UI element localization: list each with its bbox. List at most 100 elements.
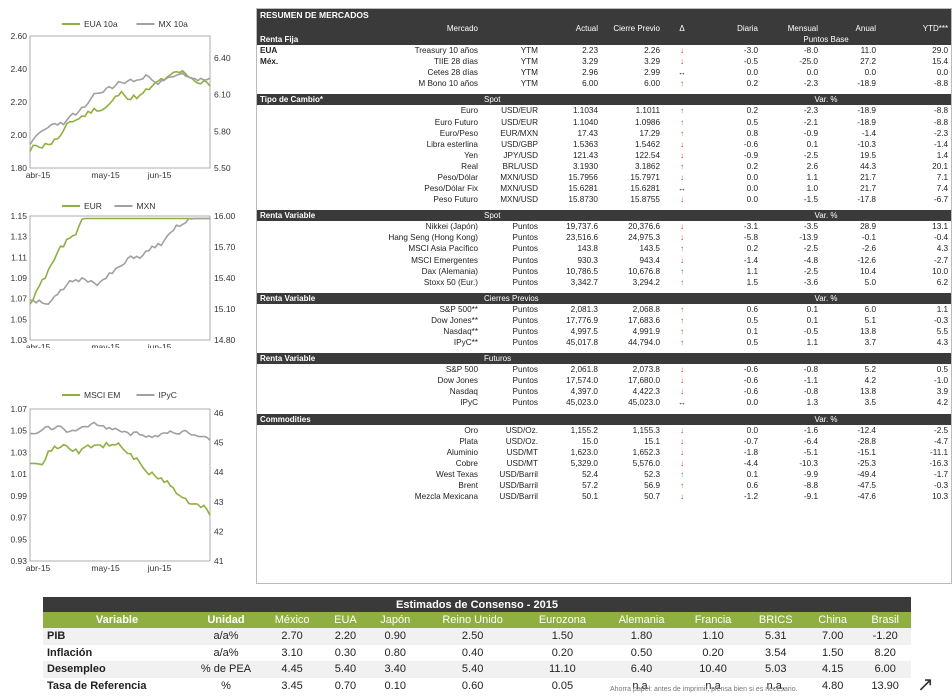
row-daily: -0.7 <box>743 436 758 446</box>
row-actual: 930.3 <box>577 255 599 265</box>
row-monthly: 1.3 <box>806 398 818 408</box>
row-daily: 0.6 <box>746 304 758 314</box>
row-previous: 1.0986 <box>634 117 660 127</box>
row-name: Libra esterlina <box>426 139 478 149</box>
row-monthly: -0.5 <box>803 327 818 337</box>
row-prefix: EUA <box>260 46 278 56</box>
row-prefix <box>257 255 311 266</box>
section-header: Commodities Var. % <box>257 413 952 425</box>
row-prefix <box>257 172 311 183</box>
series-line <box>29 217 210 306</box>
arrow-down-icon: ↓ <box>680 365 684 375</box>
market-row: S&P 500** Puntos 2,081.3 2,068.8 ↑ 0.6 0.1 6.0 1… <box>257 304 951 315</box>
y-tick-left: 1.05 <box>10 314 27 324</box>
consensus-variable: Tasa de Referencia <box>47 679 147 692</box>
row-actual: 17.43 <box>577 128 599 138</box>
row-daily: 0.5 <box>746 338 758 348</box>
col-mercado: Mercado <box>311 22 481 34</box>
consensus-value: 0.90 <box>367 628 423 645</box>
row-monthly: -2.5 <box>803 266 818 276</box>
row-prefix <box>257 397 311 408</box>
row-monthly: 0.1 <box>806 304 818 314</box>
row-daily: 0.0 <box>746 172 758 182</box>
market-row: Méx. TIIE 28 días YTM 3.29 3.29 ↓ -0.5 -25.0 27.… <box>257 56 951 67</box>
y-tick-right: 16.00 <box>214 211 236 221</box>
row-name: Nikkei (Japón) <box>425 222 478 232</box>
row-ytd: 20.1 <box>932 161 949 171</box>
row-prefix <box>257 304 311 315</box>
row-previous: 15.7971 <box>630 172 660 182</box>
x-tick: may-15 <box>91 342 120 348</box>
row-unit: USD/Oz. <box>505 436 538 446</box>
y-tick-left: 0.93 <box>10 556 27 566</box>
row-monthly: 1.1 <box>806 172 818 182</box>
y-tick-left: 1.15 <box>10 211 27 221</box>
consensus-value: n.a <box>705 679 721 692</box>
row-daily: -0.6 <box>743 365 758 375</box>
arrow-up-icon: ↑ <box>680 244 684 254</box>
consensus-variable: PIB <box>43 628 191 645</box>
consensus-value: 6.40 <box>602 661 681 678</box>
row-monthly: -13.9 <box>799 233 818 243</box>
series-line <box>29 72 211 145</box>
consensus-value: 2.70 <box>261 628 324 645</box>
y-tick-right: 6.40 <box>214 53 231 63</box>
y-tick-right: 15.10 <box>214 304 236 314</box>
row-monthly: -5.1 <box>803 447 818 457</box>
market-row: Peso/Dólar Fix MXN/USD 15.6281 15.6281 ↔ 0.0 1… <box>257 183 951 194</box>
row-previous: 2,068.8 <box>632 304 660 314</box>
row-ytd: -1.7 <box>933 469 949 479</box>
row-previous: 1.5462 <box>634 139 660 149</box>
row-annual: 6.0 <box>864 304 876 314</box>
chart-equity: MSCI EM IPyC 1.07 1.05 1.03 1.01 0.99 0.97 0.95 0… <box>0 383 250 583</box>
market-row: Plata USD/Oz. 15.0 15.1 ↓ -0.7 -6.4 -28.8 -4.7 <box>257 436 951 447</box>
row-prefix <box>257 436 311 447</box>
section-subtitle: Cierres Previos <box>481 292 701 304</box>
x-tick: jun-15 <box>147 170 172 180</box>
legend-label: MX 10a <box>159 19 189 29</box>
row-daily: -0.9 <box>743 150 758 160</box>
row-daily: 0.2 <box>746 244 758 254</box>
row-monthly: -0.8 <box>803 387 818 397</box>
consensus-variable: Desempleo <box>43 661 191 678</box>
row-annual: 11.0 <box>860 46 876 56</box>
consensus-value: n.a. <box>766 679 785 692</box>
consensus-value: 1.10 <box>680 628 746 645</box>
series-line <box>29 217 210 305</box>
row-annual: -2.6 <box>861 244 876 254</box>
consensus-value: 0.40 <box>461 646 484 659</box>
row-actual: 15.8730 <box>568 195 598 205</box>
section-header: Renta Variable Futuros <box>257 353 952 365</box>
row-unit: USD/Barril <box>499 469 538 479</box>
arrow-down-icon: ↓ <box>680 458 684 468</box>
row-monthly: 1.0 <box>806 184 818 194</box>
consensus-value: 0.50 <box>630 646 653 659</box>
consensus-value: 0.70 <box>334 679 357 692</box>
row-annual: -12.4 <box>857 425 876 435</box>
row-annual: 3.5 <box>864 398 876 408</box>
row-unit: Puntos <box>512 244 539 254</box>
row-ytd: 7.1 <box>936 172 949 182</box>
consensus-value: 0.20 <box>702 646 724 659</box>
row-previous: 1,155.3 <box>632 425 660 435</box>
footnote: Ahorra papel: antes de imprimir, piensa … <box>610 686 798 693</box>
consensus-value: 6.00 <box>859 661 911 678</box>
row-daily: -3.1 <box>743 222 758 232</box>
row-unit: Puntos <box>512 338 539 348</box>
section-subtitle <box>481 34 701 45</box>
consensus-table: Estimados de Consenso - 2015 Variable Unid… <box>43 597 911 694</box>
row-actual: 2.23 <box>582 46 598 56</box>
series-line <box>29 421 211 441</box>
row-monthly: -9.1 <box>803 492 818 502</box>
arrow-up-icon: ↑ <box>680 128 684 138</box>
chart-bonds-svg: EUA 10a MX 10a 2.60 2.40 2.20 2.00 1.80 6.40 6.1… <box>10 19 231 180</box>
row-annual: 10.4 <box>860 266 876 276</box>
arrow-up-icon: ↑ <box>680 315 684 325</box>
row-daily: -0.6 <box>743 387 758 397</box>
row-previous: 122.54 <box>634 150 660 160</box>
row-previous: 943.4 <box>639 255 661 265</box>
row-unit: EUR/MXN <box>500 128 538 138</box>
arrow-down-icon: ↓ <box>680 447 684 457</box>
row-daily: 0.0 <box>746 68 758 78</box>
row-ytd: 5.5 <box>936 327 949 337</box>
